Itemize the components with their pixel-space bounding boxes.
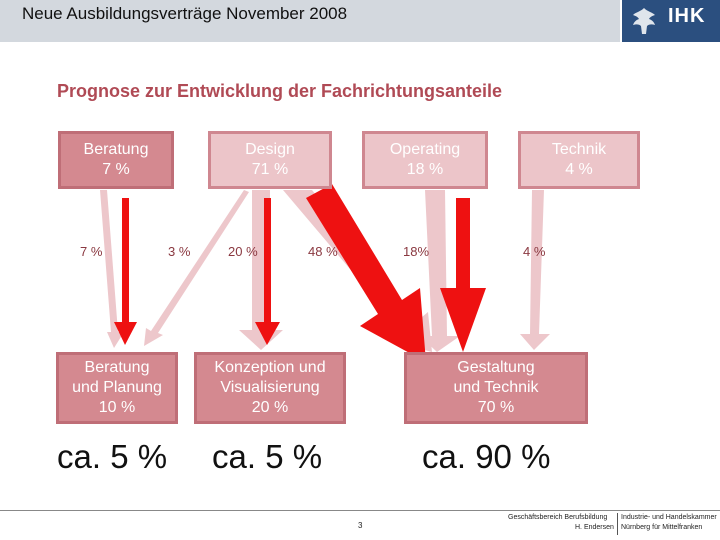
red-arrow-to-gestaltung-diagonal bbox=[306, 184, 426, 362]
faint-arrow-beratung-beratung bbox=[100, 190, 124, 348]
faint-arrow-technik-gestaltung bbox=[520, 190, 550, 350]
target-box-line1: Gestaltung bbox=[457, 359, 535, 376]
target-box-value: 70 % bbox=[477, 399, 515, 416]
target-box-konzeption: Konzeption und Visualisierung 20 % bbox=[194, 352, 346, 424]
target-box-value: 20 % bbox=[251, 399, 289, 416]
logo-text: IHK bbox=[668, 5, 706, 27]
source-box-value: 71 % bbox=[251, 161, 289, 178]
source-box-label: Operating bbox=[389, 141, 461, 158]
header-bar: Neue Ausbildungsverträge November 2008 bbox=[0, 0, 620, 42]
flow-label: 48 % bbox=[308, 244, 338, 259]
target-box-line1: Konzeption und bbox=[214, 359, 326, 376]
target-box-line1: Beratung bbox=[84, 359, 150, 376]
footer-author: H. Endersen bbox=[575, 524, 614, 531]
flow-label: 7 % bbox=[80, 244, 103, 259]
source-box-operating: Operating 18 % bbox=[362, 131, 488, 189]
source-box-label: Design bbox=[245, 141, 295, 158]
red-arrow-to-konzeption bbox=[255, 198, 280, 345]
source-box-value: 4 % bbox=[565, 161, 593, 178]
target-box-line2: und Technik bbox=[453, 379, 539, 396]
red-arrow-to-beratung bbox=[114, 198, 137, 345]
forecast-beratung: ca. 5 % bbox=[57, 438, 168, 475]
target-box-line2: und Planung bbox=[72, 379, 162, 396]
source-box-value: 18 % bbox=[406, 161, 444, 178]
red-arrow-to-gestaltung-vertical bbox=[440, 198, 486, 352]
forecast-gestaltung: ca. 90 % bbox=[422, 438, 551, 475]
ihk-eagle-icon bbox=[633, 8, 655, 34]
footer-department: Geschäftsbereich Berufsbildung bbox=[508, 514, 608, 521]
source-box-design: Design 71 % bbox=[208, 131, 332, 189]
flow-label: 18% bbox=[403, 244, 430, 259]
source-box-technik: Technik 4 % bbox=[518, 131, 640, 189]
faint-arrow-operating-gestaltung bbox=[420, 190, 460, 352]
footer-separator bbox=[617, 513, 618, 535]
footer-divider bbox=[0, 510, 720, 511]
diagram-title: Prognose zur Entwicklung der Fachrichtun… bbox=[57, 81, 503, 101]
target-box-line2: Visualisierung bbox=[220, 379, 320, 396]
flow-label: 4 % bbox=[523, 244, 546, 259]
target-box-gestaltung: Gestaltung und Technik 70 % bbox=[404, 352, 588, 424]
footer-org-line2: Nürnberg für Mittelfranken bbox=[621, 524, 703, 531]
page-number: 3 bbox=[358, 521, 363, 530]
page-title: Neue Ausbildungsverträge November 2008 bbox=[22, 4, 348, 23]
source-box-label: Technik bbox=[551, 141, 607, 158]
faint-arrow-design-konzeption bbox=[239, 190, 283, 350]
ihk-logo: IHK bbox=[622, 0, 720, 42]
source-box-beratung: Beratung 7 % bbox=[58, 131, 174, 189]
footer-org-line1: Industrie- und Handelskammer bbox=[621, 514, 717, 521]
flow-label: 20 % bbox=[228, 244, 258, 259]
target-box-value: 10 % bbox=[98, 399, 136, 416]
target-box-beratung-planung: Beratung und Planung 10 % bbox=[56, 352, 178, 424]
flow-label: 3 % bbox=[168, 244, 191, 259]
forecast-konzeption: ca. 5 % bbox=[212, 438, 323, 475]
source-box-value: 7 % bbox=[102, 161, 130, 178]
faint-arrow-design-beratung bbox=[144, 190, 249, 346]
source-box-label: Beratung bbox=[83, 141, 149, 158]
